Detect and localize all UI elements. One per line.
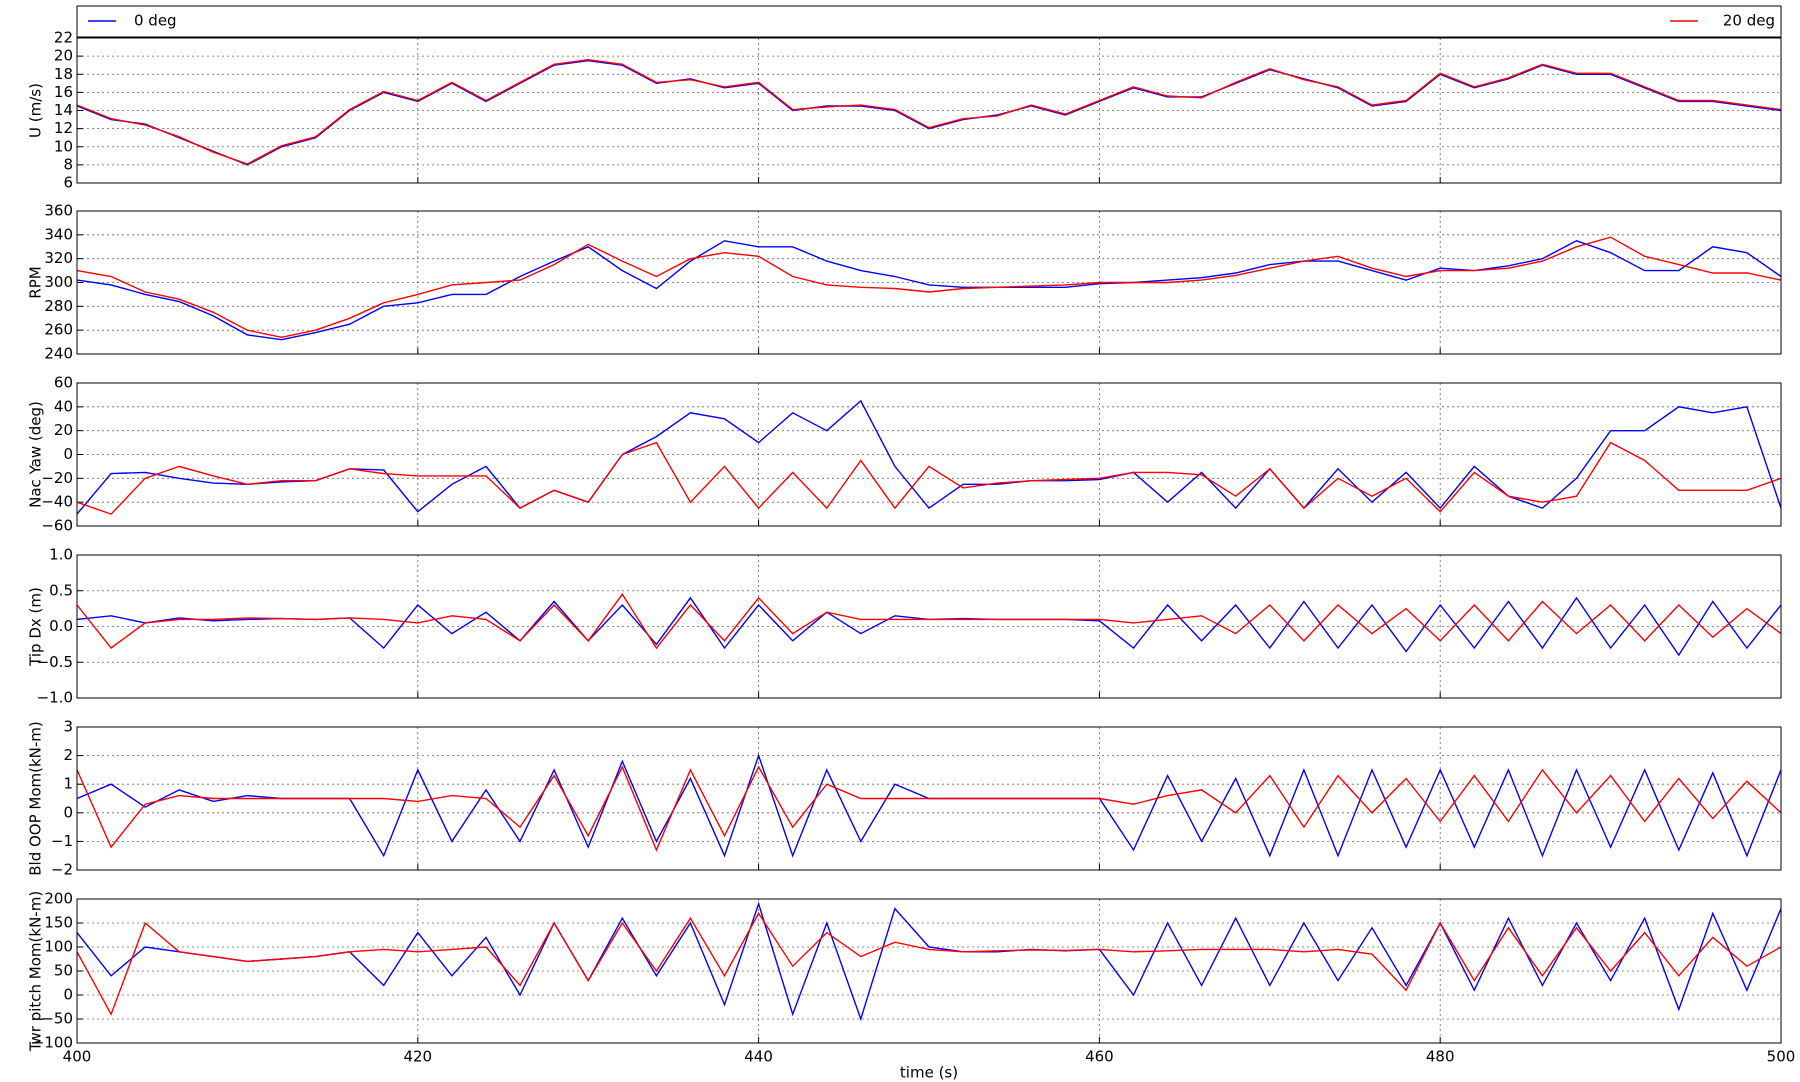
y-tick-label: −0.5 — [37, 653, 73, 671]
plot-frame — [76, 382, 1782, 527]
x-tick-label: 460 — [1085, 1048, 1114, 1066]
series-line — [76, 593, 1782, 650]
y-axis-label: Twr pitch Mom(kN-m) — [27, 891, 45, 1052]
y-tick-label: −20 — [41, 469, 73, 487]
y-axis-label: Nac Yaw (deg) — [27, 401, 45, 508]
y-tick-label: 20 — [54, 421, 73, 439]
plot-frame — [76, 37, 1782, 184]
x-tick-label: 480 — [1426, 1048, 1455, 1066]
y-tick-label: 8 — [63, 155, 73, 173]
y-tick-label: 3 — [63, 718, 73, 736]
x-tick-label: 500 — [1767, 1048, 1796, 1066]
y-tick-label: 40 — [54, 397, 73, 415]
legend-label: 0 deg — [134, 12, 177, 30]
y-tick-label: 1.0 — [49, 546, 73, 564]
y-tick-label: 0 — [63, 803, 73, 821]
y-tick-label: −1 — [51, 832, 73, 850]
legend-label: 20 deg — [1723, 12, 1775, 30]
y-tick-label: 16 — [54, 83, 73, 101]
y-tick-label: 260 — [44, 321, 73, 339]
y-tick-label: 6 — [63, 174, 73, 192]
series-line — [76, 59, 1782, 166]
y-tick-label: −100 — [32, 1034, 73, 1052]
legend-box — [76, 5, 1782, 38]
y-tick-label: 0.0 — [49, 617, 73, 635]
y-tick-label: 100 — [44, 938, 73, 956]
x-axis-label: time (s) — [900, 1064, 958, 1082]
y-tick-label: −50 — [41, 1010, 73, 1028]
series-line — [76, 765, 1782, 852]
y-tick-label: 320 — [44, 249, 73, 267]
y-tick-label: 12 — [54, 119, 73, 137]
series-line — [76, 399, 1782, 515]
y-tick-label: 60 — [54, 374, 73, 392]
y-tick-label: 14 — [54, 101, 73, 119]
series-line — [76, 236, 1782, 339]
y-tick-label: −60 — [41, 517, 73, 535]
y-tick-label: 300 — [44, 273, 73, 291]
y-tick-label: 20 — [54, 47, 73, 65]
y-tick-label: 360 — [44, 202, 73, 220]
y-tick-label: 150 — [44, 914, 73, 932]
y-tick-label: 280 — [44, 297, 73, 315]
series-line — [76, 901, 1782, 1022]
x-tick-label: 440 — [744, 1048, 773, 1066]
y-tick-label: 50 — [54, 962, 73, 980]
y-tick-label: −2 — [51, 861, 73, 879]
series-line — [76, 58, 1782, 165]
y-tick-label: 240 — [44, 345, 73, 363]
y-tick-label: 18 — [54, 65, 73, 83]
y-axis-label: RPM — [27, 266, 45, 298]
plot-frame — [76, 726, 1782, 871]
y-tick-label: 22 — [54, 29, 73, 47]
x-tick-label: 400 — [63, 1048, 92, 1066]
y-tick-label: −1.0 — [37, 689, 73, 707]
y-tick-label: 1 — [63, 775, 73, 793]
series-line — [76, 240, 1782, 341]
plot-frame — [76, 210, 1782, 355]
plot-frame — [76, 554, 1782, 699]
y-tick-label: 10 — [54, 137, 73, 155]
y-axis-label: U (m/s) — [27, 83, 45, 138]
series-line — [76, 912, 1782, 1016]
series-line — [76, 441, 1782, 515]
y-tick-label: −40 — [41, 493, 73, 511]
y-tick-label: 0 — [63, 445, 73, 463]
plot-frame — [76, 898, 1782, 1044]
y-tick-label: 200 — [44, 890, 73, 908]
y-tick-label: 0.5 — [49, 581, 73, 599]
y-tick-label: 0 — [63, 986, 73, 1004]
y-tick-label: 340 — [44, 225, 73, 243]
y-axis-label: Tip Dx (m) — [27, 587, 45, 667]
y-axis-label: Bld OOP Mom(kN-m) — [27, 721, 45, 876]
x-tick-label: 420 — [403, 1048, 432, 1066]
y-tick-label: 2 — [63, 746, 73, 764]
